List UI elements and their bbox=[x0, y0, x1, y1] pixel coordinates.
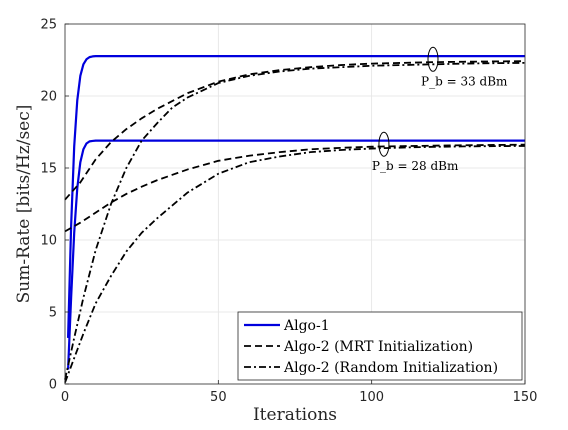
y-tick-label: 15 bbox=[40, 162, 57, 177]
legend-label: Algo-1 bbox=[283, 318, 330, 334]
y-tick-label: 25 bbox=[40, 18, 57, 33]
series-line bbox=[64, 143, 526, 233]
y-tick-label: 10 bbox=[40, 234, 57, 249]
annotation-label: P_b = 28 dBm bbox=[372, 159, 459, 173]
axis-ticks: 0 50 100 150 0 5 10 15 20 25 bbox=[40, 18, 537, 406]
annotations: P_b = 33 dBm P_b = 28 dBm bbox=[372, 46, 508, 173]
x-tick-label: 50 bbox=[210, 390, 227, 405]
y-tick-label: 0 bbox=[49, 378, 57, 393]
series-line bbox=[64, 61, 526, 380]
legend-label: Algo-2 (Random Initialization) bbox=[283, 360, 498, 376]
x-tick-label: 150 bbox=[513, 390, 538, 405]
legend-box bbox=[237, 311, 523, 381]
y-axis-label: Sum-Rate [bits/Hz/sec] bbox=[14, 105, 34, 304]
legend: Algo-1 Algo-2 (MRT Initialization) Algo-2 … bbox=[237, 311, 523, 381]
annotation-ellipse bbox=[378, 131, 390, 157]
annotation-ellipse bbox=[427, 46, 439, 72]
series-line bbox=[66, 55, 525, 338]
x-axis-label: Iterations bbox=[253, 405, 337, 425]
series-line bbox=[64, 145, 526, 383]
plot-frame bbox=[64, 23, 526, 385]
legend-label: Algo-2 (MRT Initialization) bbox=[283, 339, 473, 355]
x-tick-label: 100 bbox=[359, 390, 384, 405]
y-tick-label: 20 bbox=[40, 90, 57, 105]
x-tick-label: 0 bbox=[61, 390, 69, 405]
annotation-label: P_b = 33 dBm bbox=[421, 74, 508, 88]
series-layer bbox=[64, 55, 526, 383]
y-tick-label: 5 bbox=[49, 306, 57, 321]
